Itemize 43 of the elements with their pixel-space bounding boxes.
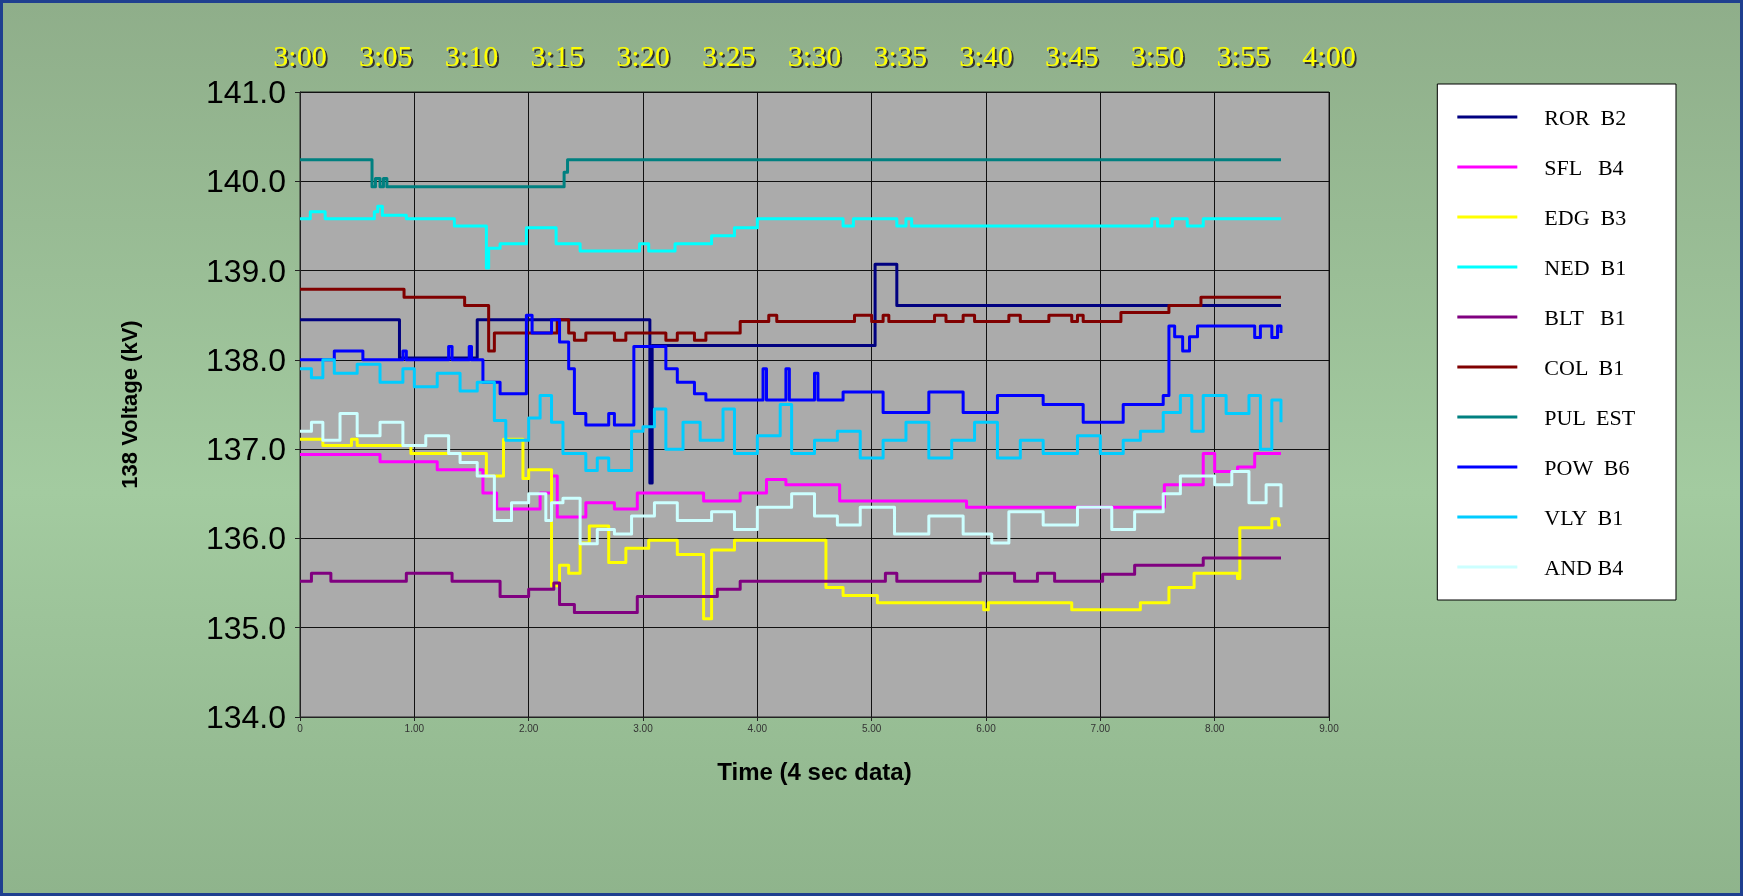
x2-tick-label: 4:00	[1302, 38, 1356, 72]
y-tick-label: 139.0	[205, 252, 286, 289]
x2-tick-label: 3:35	[873, 38, 927, 72]
legend-label: AND B4	[1544, 554, 1624, 580]
x-tick-label: 1.00	[404, 722, 425, 734]
x-tick-label: 5.00	[861, 722, 882, 734]
legend-label: BLT B1	[1544, 304, 1626, 330]
legend-label: PUL EST	[1544, 404, 1636, 430]
x-tick-label: 4.00	[747, 722, 768, 734]
x2-tick-label: 3:15	[530, 38, 584, 72]
y-tick-label: 140.0	[205, 163, 286, 200]
legend-label: POW B6	[1544, 454, 1630, 480]
x-tick-label: 0	[297, 722, 304, 734]
legend-label: EDG B3	[1544, 204, 1627, 230]
y-axis-title: 138 Voltage (kV)	[116, 320, 142, 489]
y-tick-label: 134.0	[205, 699, 286, 735]
y-tick-label: 135.0	[205, 609, 286, 646]
x-tick-label: 7.00	[1090, 722, 1111, 734]
x2-tick-label: 3:40	[959, 38, 1013, 72]
x2-tick-label: 3:00	[273, 38, 327, 72]
x2-tick-label: 3:30	[787, 38, 842, 72]
x2-tick-label: 3:50	[1130, 38, 1185, 72]
x2-tick-label: 3:05	[359, 38, 413, 72]
legend-label: COL B1	[1544, 354, 1625, 380]
y-tick-label: 137.0	[205, 431, 286, 468]
x-tick-label: 8.00	[1204, 722, 1225, 734]
x2-tick-label: 3:10	[444, 38, 499, 72]
x2-tick-label: 3:45	[1045, 38, 1099, 72]
y-tick-label: 138.0	[205, 341, 286, 378]
legend-label: VLY B1	[1544, 504, 1624, 530]
x2-tick-label: 3:20	[616, 38, 670, 72]
legend-label: ROR B2	[1544, 104, 1627, 130]
x-tick-label: 2.00	[518, 722, 539, 734]
legend-label: SFL B4	[1544, 154, 1624, 180]
x-tick-label: 3.00	[633, 722, 654, 734]
legend-label: NED B1	[1544, 254, 1627, 280]
x-tick-label: 6.00	[976, 722, 997, 734]
x2-tick-label: 3:25	[702, 38, 756, 72]
y-tick-label: 136.0	[205, 520, 286, 557]
x-tick-label: 9.00	[1319, 722, 1340, 734]
x2-tick-label: 3:55	[1216, 38, 1270, 72]
y-tick-label: 141.0	[205, 74, 286, 110]
x-axis-title: Time (4 sec data)	[717, 757, 912, 785]
